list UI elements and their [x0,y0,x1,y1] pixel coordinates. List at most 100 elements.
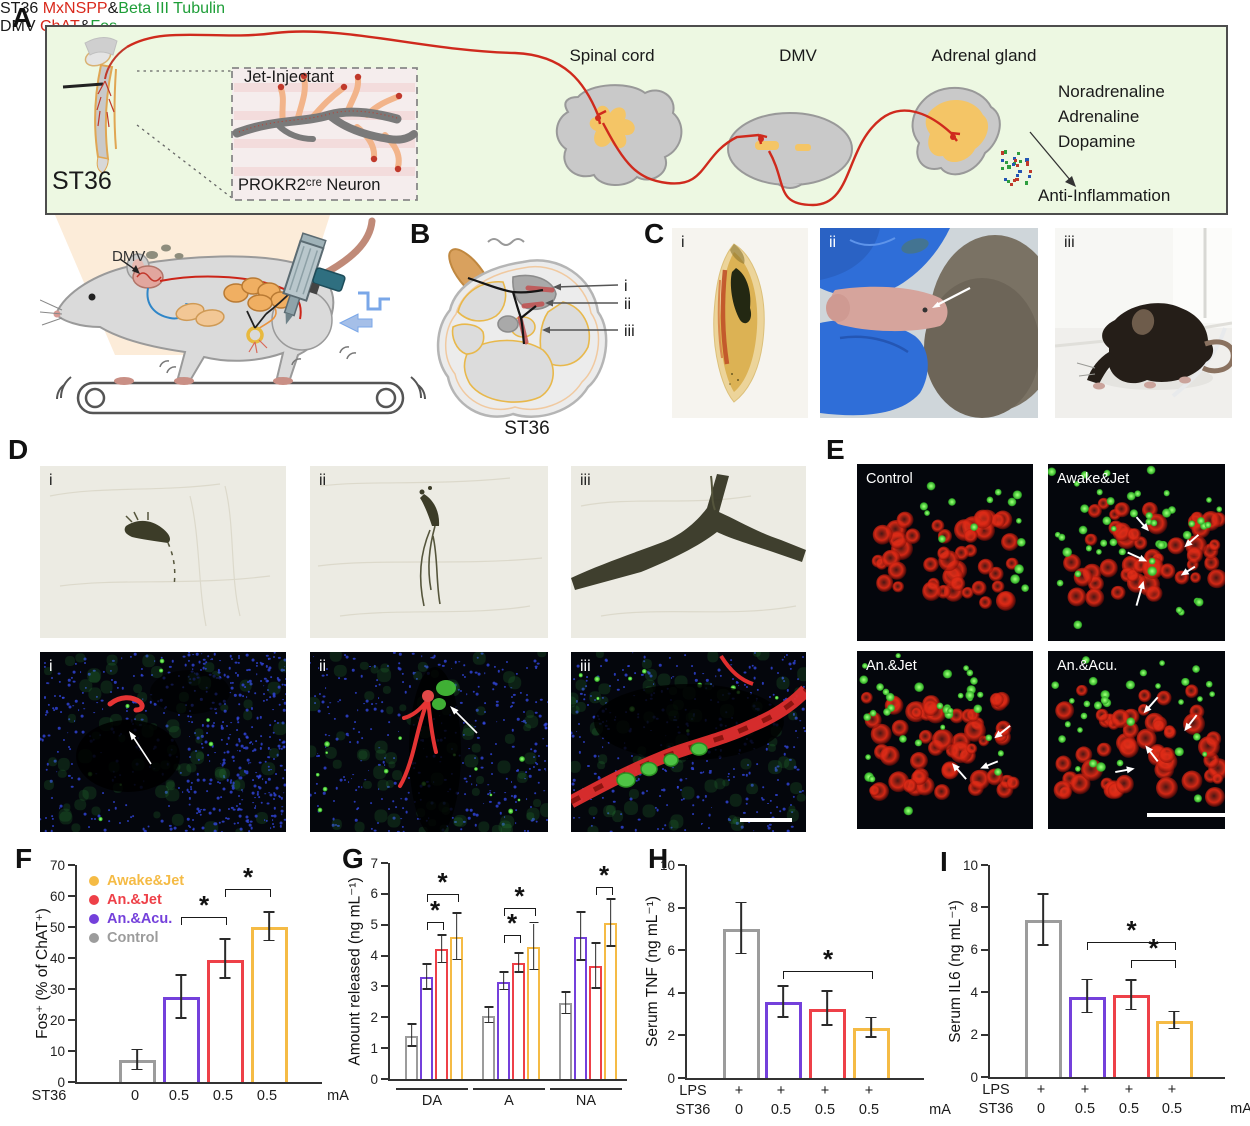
x-tick-label: 0 [130,1088,140,1104]
cell-dot [1001,533,1019,552]
cell-dot [991,513,1006,528]
error-bar-cap [591,986,600,989]
mouse-tail [318,217,376,279]
cell-dot [995,591,1016,612]
y-tick-mark [678,1077,685,1079]
x-row-label: ST36 [675,1102,711,1118]
y-tick-mark [678,949,685,952]
error-bar-cap [821,1024,833,1026]
muscle-compartments [451,281,590,403]
error-bar-cap [606,944,615,947]
hormone-dot [1000,151,1005,155]
noradrenaline-label: Noradrenaline [1058,82,1165,101]
error-bar-cap [1081,1011,1093,1014]
legend-dot [89,932,99,943]
y-tick-label: 50 [49,919,65,935]
group-underline [473,1088,545,1090]
cell-dot [992,580,1005,593]
dmv-nucleus-left [755,141,779,150]
y-tick-mark [981,906,988,909]
error-bar-cap [407,1023,416,1025]
hormone-dot [1012,156,1016,161]
y-tick-mark [981,864,988,866]
dmv-image-control: Control [857,464,1033,641]
error-bar-cap [865,1016,877,1019]
panel-letter-d: D [8,434,29,465]
error-bar-cap [591,942,600,945]
cell-dot [927,577,940,591]
error-bar [268,912,270,942]
paw-motion-marks [159,346,357,374]
error-bar [136,1050,138,1071]
y-tick-mark [981,991,988,994]
error-bar [532,923,535,971]
error-bar-cap [514,952,523,955]
error-bar-cap [175,1017,187,1020]
y-tick-mark [381,1078,388,1080]
sig-bracket: * [225,862,271,897]
y-tick-label: 2 [667,1027,675,1043]
brightfield-st36-iii: iii [571,466,806,638]
tibia [94,63,114,161]
image-label-iii: iii [580,658,591,675]
error-bar-cap [422,963,431,965]
error-bar-cap [219,938,231,941]
error-bar [410,1025,413,1047]
mouse-treadmill-illustration [40,215,426,415]
error-bar [425,964,428,990]
group-label: A [504,1093,514,1109]
pulse-stimulus-icon [338,291,390,333]
error-bar-cap [131,1068,143,1071]
error-bar-cap [499,988,508,991]
error-bar-cap [561,1012,570,1015]
error-bar-cap [422,987,431,990]
group-label: NA [575,1093,597,1109]
panel-letter-g: G [342,843,364,874]
y-tick-mark [68,1019,75,1021]
cell-scatter [857,464,1033,641]
hormone-dot [1003,177,1008,181]
legend-item: Control [89,928,184,947]
error-bar [782,987,784,1018]
error-bar-cap [606,898,615,900]
legend: Awake&Jet An.&Jet An.&Acu. Control [89,871,184,947]
y-tick-label: 0 [970,1069,978,1085]
brightfield-st36-i: i [40,466,286,638]
photo-label-ii: ii [829,234,837,251]
bar [512,963,525,1079]
sig-bracket: * [1131,933,1176,969]
hormone-dot [1006,179,1011,183]
sig-bracket: * [426,867,459,903]
bar [1024,920,1062,1077]
y-tick-label: 10 [659,857,675,873]
nerve-branches [96,80,115,128]
image-label-ii: ii [319,472,327,489]
error-bar-cap [1037,893,1049,895]
anti-inflammation-label: Anti-Inflammation [1038,186,1171,205]
error-bar [1042,894,1044,946]
x-tick-label: 0 [734,1102,744,1118]
x-tick-label: 0.5 [1074,1101,1096,1117]
y-tick-mark [981,1033,988,1036]
error-bar [579,913,582,962]
y-axis-label: Amount released (ng mL⁻¹) [346,876,364,1066]
cell-dot [993,510,1013,530]
x-tick-label: 0.5 [1118,1101,1140,1117]
cell-dot [955,546,970,561]
error-bar [440,935,443,964]
hormone-dot [1025,158,1029,162]
x-tick-label: + [1167,1082,1177,1098]
cell-dot [887,561,907,580]
x-tick-label: + [776,1083,786,1099]
error-bar [224,940,226,980]
anti-inflammation-arrow [1029,131,1072,182]
x-unit-label: mA [929,1102,951,1118]
panel-letter-i: I [940,846,948,877]
intestines [223,277,292,312]
cell-dot [975,521,996,542]
cell-dot [977,558,995,576]
panel-b-caption: ST36 [504,418,550,439]
image-label-iii: iii [580,472,591,489]
y-tick-label: 3 [370,978,378,994]
error-bar-cap [131,1048,143,1051]
